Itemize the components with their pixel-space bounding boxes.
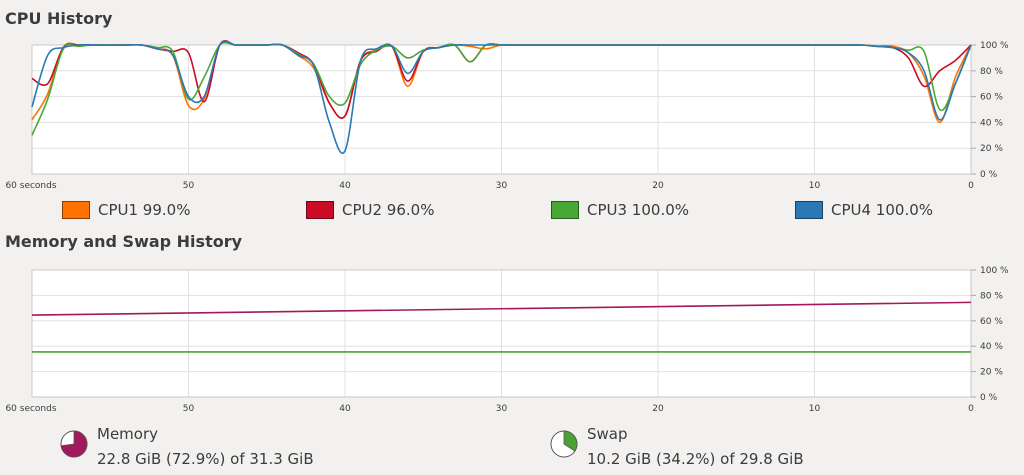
cpu2-label: CPU2 96.0% (342, 201, 435, 219)
cpu-y-tick-label: 100 % (980, 41, 1009, 51)
cpu3-color-button[interactable] (551, 201, 579, 219)
swap-label: Swap (587, 425, 628, 443)
cpu-history-title: CPU History (5, 9, 113, 28)
cpu4-label: CPU4 100.0% (831, 201, 934, 219)
swap-summary: Swap 10.2 GiB (34.2%) of 29.8 GiB (549, 422, 804, 472)
mem-x-tick-label: 40 (339, 404, 351, 414)
mem-y-tick-label: 0 % (980, 393, 998, 403)
cpu-series-cpu4 (31, 40, 972, 154)
memory-value: 22.8 GiB (72.9%) of 31.3 GiB (97, 450, 314, 468)
cpu3-label: CPU3 100.0% (587, 201, 690, 219)
memory-history-chart: 100 % 80 % 60 % 40 % 20 % 0 % 60 seconds 50 40 30… (5, 266, 1009, 414)
swap-pie-slice (563, 430, 578, 452)
cpu-history-chart: 100 % 80 % 60 % 40 % 20 % 0 % 60 seconds 50 40 30… (5, 40, 1009, 191)
cpu1-label: CPU1 99.0% (98, 201, 191, 219)
mem-series-memory (31, 301, 972, 316)
cpu4-color-button[interactable] (795, 201, 823, 219)
mem-x-tick-label: 60 seconds (5, 404, 56, 414)
mem-plot-border (31, 269, 972, 398)
legend-cpu3: CPU3 100.0% (551, 199, 689, 221)
memory-pie-slice (60, 430, 88, 458)
cpu-x-tick-label: 30 (496, 181, 508, 191)
mem-x-tick-label: 10 (809, 404, 821, 414)
cpu-x-tick-label: 10 (809, 181, 821, 191)
cpu1-color-button[interactable] (62, 201, 90, 219)
memory-history-title: Memory and Swap History (5, 232, 243, 251)
cpu-x-tick-label: 20 (652, 181, 664, 191)
mem-y-tick-label: 60 % (980, 317, 1003, 327)
legend-cpu1: CPU1 99.0% (62, 199, 190, 221)
cpu-y-tick-label: 20 % (980, 144, 1003, 154)
cpu-y-tick-label: 40 % (980, 118, 1003, 128)
mem-y-tick-label: 20 % (980, 368, 1003, 378)
mem-x-tick-label: 50 (183, 404, 195, 414)
memory-pie-icon[interactable] (59, 429, 89, 459)
swap-value: 10.2 GiB (34.2%) of 29.8 GiB (587, 450, 804, 468)
memory-label: Memory (97, 425, 159, 443)
cpu-x-tick-label: 60 seconds (5, 181, 56, 191)
mem-y-tick-label: 100 % (980, 266, 1009, 276)
mem-x-tick-label: 0 (968, 404, 974, 414)
memory-summary: Memory 22.8 GiB (72.9%) of 31.3 GiB (59, 422, 314, 472)
swap-pie-icon[interactable] (549, 429, 579, 459)
mem-y-tick-label: 80 % (980, 291, 1003, 301)
cpu-x-tick-label: 50 (183, 181, 195, 191)
cpu-y-tick-label: 60 % (980, 93, 1003, 103)
legend-cpu4: CPU4 100.0% (795, 199, 933, 221)
mem-x-tick-label: 20 (652, 404, 664, 414)
cpu2-color-button[interactable] (306, 201, 334, 219)
mem-x-tick-label: 30 (496, 404, 508, 414)
cpu-y-tick-label: 0 % (980, 170, 998, 180)
cpu-y-tick-label: 80 % (980, 67, 1003, 77)
cpu-x-tick-label: 40 (339, 181, 351, 191)
mem-y-tick-label: 40 % (980, 342, 1003, 352)
cpu-x-tick-label: 0 (968, 181, 974, 191)
legend-cpu2: CPU2 96.0% (306, 199, 434, 221)
